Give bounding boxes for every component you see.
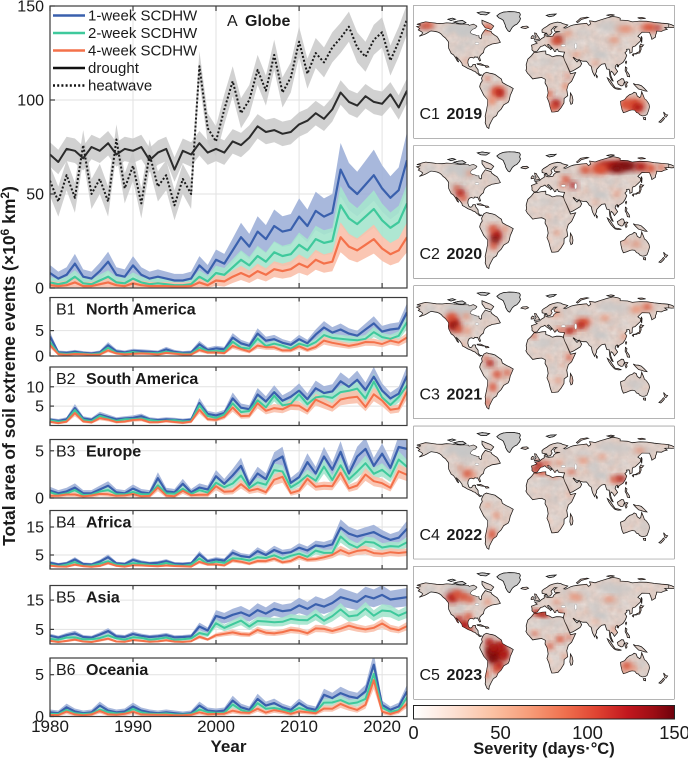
svg-text:Africa: Africa <box>86 515 131 532</box>
svg-text:C3: C3 <box>420 387 441 404</box>
svg-text:50: 50 <box>490 722 511 743</box>
svg-text:4-week SCDHW: 4-week SCDHW <box>88 43 198 60</box>
svg-text:B4: B4 <box>56 515 76 532</box>
svg-text:B1: B1 <box>56 302 76 319</box>
svg-text:5: 5 <box>35 622 44 639</box>
svg-text:1-week SCDHW: 1-week SCDHW <box>88 8 198 25</box>
svg-text:2000: 2000 <box>197 717 235 736</box>
svg-text:North America: North America <box>86 302 196 319</box>
svg-text:2023: 2023 <box>447 667 483 684</box>
svg-text:B6: B6 <box>56 662 76 679</box>
svg-text:2020: 2020 <box>363 717 401 736</box>
svg-text:Total area of soil extreme eve: Total area of soil extreme events (×106 … <box>0 186 19 546</box>
svg-text:2021: 2021 <box>447 387 483 404</box>
svg-text:15: 15 <box>26 593 44 610</box>
svg-text:100: 100 <box>572 722 603 743</box>
svg-text:10: 10 <box>26 379 44 396</box>
svg-text:2022: 2022 <box>447 527 483 544</box>
svg-text:0: 0 <box>408 722 418 743</box>
svg-text:2019: 2019 <box>447 106 483 123</box>
svg-text:B3: B3 <box>56 444 76 461</box>
svg-text:5: 5 <box>35 443 44 460</box>
svg-text:0: 0 <box>35 349 44 366</box>
svg-text:Europe: Europe <box>86 444 141 461</box>
svg-text:C1: C1 <box>420 106 441 123</box>
svg-text:5: 5 <box>35 548 44 565</box>
svg-text:150: 150 <box>17 0 44 16</box>
svg-text:Severity (days·°C): Severity (days·°C) <box>473 740 614 758</box>
svg-text:Year: Year <box>211 737 247 756</box>
svg-text:1990: 1990 <box>114 717 152 736</box>
svg-text:1980: 1980 <box>31 717 69 736</box>
svg-text:5: 5 <box>35 323 44 340</box>
svg-text:Globe: Globe <box>245 13 290 30</box>
svg-text:2010: 2010 <box>280 717 318 736</box>
svg-text:drought: drought <box>88 60 140 77</box>
svg-text:2020: 2020 <box>447 246 483 263</box>
svg-text:5: 5 <box>35 667 44 684</box>
svg-text:C5: C5 <box>420 667 441 684</box>
svg-text:0: 0 <box>35 491 44 508</box>
svg-text:A: A <box>227 13 238 30</box>
svg-text:Oceania: Oceania <box>86 662 148 679</box>
svg-text:15: 15 <box>26 520 44 537</box>
svg-text:Asia: Asia <box>86 590 120 607</box>
svg-text:C4: C4 <box>420 527 441 544</box>
svg-text:0: 0 <box>35 709 44 726</box>
svg-text:B2: B2 <box>56 371 76 388</box>
svg-text:0: 0 <box>35 281 44 298</box>
svg-text:South America: South America <box>86 371 198 388</box>
svg-text:50: 50 <box>26 187 44 204</box>
svg-text:heatwave: heatwave <box>88 78 152 95</box>
svg-text:2-week SCDHW: 2-week SCDHW <box>88 25 198 42</box>
svg-text:5: 5 <box>35 399 44 416</box>
svg-text:100: 100 <box>17 93 44 110</box>
svg-text:C2: C2 <box>420 246 441 263</box>
svg-text:B5: B5 <box>56 590 76 607</box>
svg-text:150: 150 <box>659 722 688 743</box>
